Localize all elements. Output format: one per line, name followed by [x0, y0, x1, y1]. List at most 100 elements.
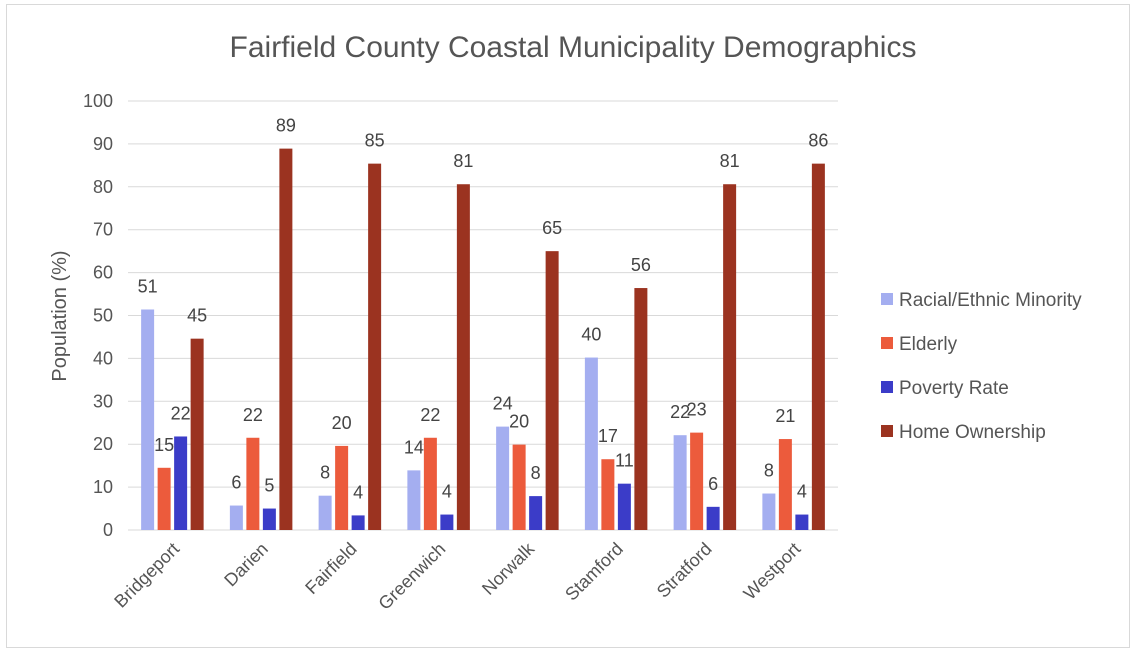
bar-home-ownership-bridgeport	[190, 338, 204, 530]
legend-swatch-poverty-rate	[881, 381, 893, 393]
y-tick-label: 30	[93, 391, 113, 411]
bar-racial-ethnic-minority-westport	[762, 493, 776, 530]
data-label-racial-ethnic-minority-stamford: 40	[581, 325, 601, 345]
data-label-poverty-rate-bridgeport: 22	[171, 403, 191, 423]
bar-home-ownership-greenwich	[456, 184, 470, 530]
data-label-racial-ethnic-minority-stratford: 22	[670, 402, 690, 422]
data-label-poverty-rate-fairfield: 4	[353, 482, 363, 502]
bar-racial-ethnic-minority-norwalk	[496, 426, 510, 530]
bar-elderly-norwalk	[512, 444, 526, 530]
bar-elderly-fairfield	[335, 445, 349, 530]
data-label-racial-ethnic-minority-westport: 8	[764, 461, 774, 481]
data-label-elderly-westport: 21	[775, 406, 795, 426]
chart-title: Fairfield County Coastal Municipality De…	[230, 31, 917, 64]
bar-home-ownership-stamford	[634, 288, 648, 530]
data-label-elderly-fairfield: 20	[332, 413, 352, 433]
data-label-racial-ethnic-minority-darien: 6	[231, 473, 241, 493]
bar-poverty-rate-darien	[262, 508, 276, 530]
x-axis-ticks: Bridgeport Darien Fairfield Greenwich Norwal…	[110, 538, 804, 614]
data-label-racial-ethnic-minority-bridgeport: 51	[138, 276, 158, 296]
bar-home-ownership-norwalk	[545, 251, 559, 530]
y-tick-label: 100	[83, 91, 113, 111]
legend-label-poverty-rate: Poverty Rate	[899, 378, 1009, 399]
y-tick-label: 60	[93, 263, 113, 283]
bar-poverty-rate-norwalk	[529, 496, 543, 530]
legend-swatch-racial-ethnic-minority	[881, 293, 893, 305]
bar-racial-ethnic-minority-greenwich	[407, 470, 421, 530]
legend: Racial/Ethnic Minority Elderly Poverty Rat…	[881, 290, 1082, 443]
x-tick-label-darien: Darien	[220, 539, 272, 591]
x-tick-label-greenwich: Greenwich	[374, 539, 449, 614]
bar-home-ownership-fairfield	[368, 163, 382, 530]
data-label-poverty-rate-westport: 4	[797, 482, 807, 502]
data-label-elderly-stamford: 17	[598, 426, 618, 446]
data-label-elderly-darien: 22	[243, 405, 263, 425]
y-tick-label: 70	[93, 220, 113, 240]
legend-label-racial-ethnic-minority: Racial/Ethnic Minority	[899, 290, 1082, 311]
data-label-home-ownership-darien: 89	[276, 116, 296, 136]
bar-poverty-rate-stamford	[617, 483, 631, 530]
y-tick-label: 50	[93, 306, 113, 326]
legend-swatch-home-ownership	[881, 425, 893, 437]
data-label-poverty-rate-norwalk: 8	[531, 463, 541, 483]
bar-elderly-darien	[246, 437, 260, 530]
y-tick-label: 10	[93, 477, 113, 497]
data-label-home-ownership-greenwich: 81	[453, 151, 473, 171]
y-tick-label: 0	[103, 520, 113, 540]
data-label-racial-ethnic-minority-norwalk: 24	[493, 394, 513, 414]
data-label-elderly-stratford: 23	[687, 400, 707, 420]
bar-elderly-westport	[778, 439, 792, 530]
data-label-poverty-rate-stamford: 11	[615, 451, 634, 471]
data-label-home-ownership-stratford: 81	[720, 151, 740, 171]
bar-home-ownership-darien	[279, 148, 293, 530]
y-axis-label: Population (%)	[49, 250, 71, 381]
bar-racial-ethnic-minority-fairfield	[318, 495, 332, 530]
bar-home-ownership-stratford	[723, 184, 737, 530]
x-tick-label-norwalk: Norwalk	[478, 538, 539, 599]
gridlines	[128, 100, 838, 531]
x-tick-label-stamford: Stamford	[561, 539, 627, 605]
y-tick-label: 20	[93, 434, 113, 454]
data-label-racial-ethnic-minority-greenwich: 14	[404, 437, 424, 457]
data-label-poverty-rate-stratford: 6	[708, 474, 718, 494]
data-label-elderly-norwalk: 20	[509, 412, 529, 432]
legend-swatch-elderly	[881, 337, 893, 349]
data-label-racial-ethnic-minority-fairfield: 8	[320, 463, 330, 483]
y-axis-ticks: 0 10 20 30 40 50 60 70 80 90 100	[83, 91, 113, 540]
x-tick-label-bridgeport: Bridgeport	[110, 539, 183, 612]
bar-poverty-rate-westport	[795, 514, 809, 530]
y-tick-label: 80	[93, 177, 113, 197]
bar-racial-ethnic-minority-stratford	[673, 435, 687, 530]
y-tick-label: 40	[93, 348, 113, 368]
data-label-home-ownership-norwalk: 65	[542, 218, 562, 238]
data-labels: 5115224562258982048514224812420865401711…	[138, 116, 829, 503]
legend-label-home-ownership: Home Ownership	[899, 422, 1046, 443]
bar-racial-ethnic-minority-bridgeport	[141, 309, 155, 530]
x-tick-label-fairfield: Fairfield	[301, 539, 360, 598]
x-tick-label-stratford: Stratford	[653, 539, 716, 602]
x-tick-label-westport: Westport	[740, 539, 805, 604]
bar-racial-ethnic-minority-stamford	[584, 357, 598, 530]
data-label-home-ownership-stamford: 56	[631, 255, 651, 275]
bar-elderly-greenwich	[423, 437, 437, 530]
bar-poverty-rate-greenwich	[440, 514, 454, 530]
data-label-elderly-bridgeport: 15	[154, 435, 174, 455]
bar-racial-ethnic-minority-darien	[229, 505, 243, 530]
data-label-elderly-greenwich: 22	[420, 405, 440, 425]
bars	[141, 148, 825, 530]
bar-poverty-rate-stratford	[706, 506, 720, 530]
legend-label-elderly: Elderly	[899, 334, 958, 355]
bar-home-ownership-westport	[811, 163, 825, 530]
bar-elderly-stratford	[690, 432, 704, 530]
y-tick-label: 90	[93, 134, 113, 154]
data-label-poverty-rate-greenwich: 4	[442, 482, 452, 502]
data-label-home-ownership-westport: 86	[808, 131, 828, 151]
bar-poverty-rate-bridgeport	[174, 436, 188, 530]
bar-elderly-stamford	[601, 459, 615, 530]
data-label-home-ownership-fairfield: 85	[365, 131, 385, 151]
bar-poverty-rate-fairfield	[351, 515, 365, 530]
chart-frame	[6, 4, 1130, 648]
data-label-home-ownership-bridgeport: 45	[187, 306, 207, 326]
bar-elderly-bridgeport	[157, 467, 171, 530]
